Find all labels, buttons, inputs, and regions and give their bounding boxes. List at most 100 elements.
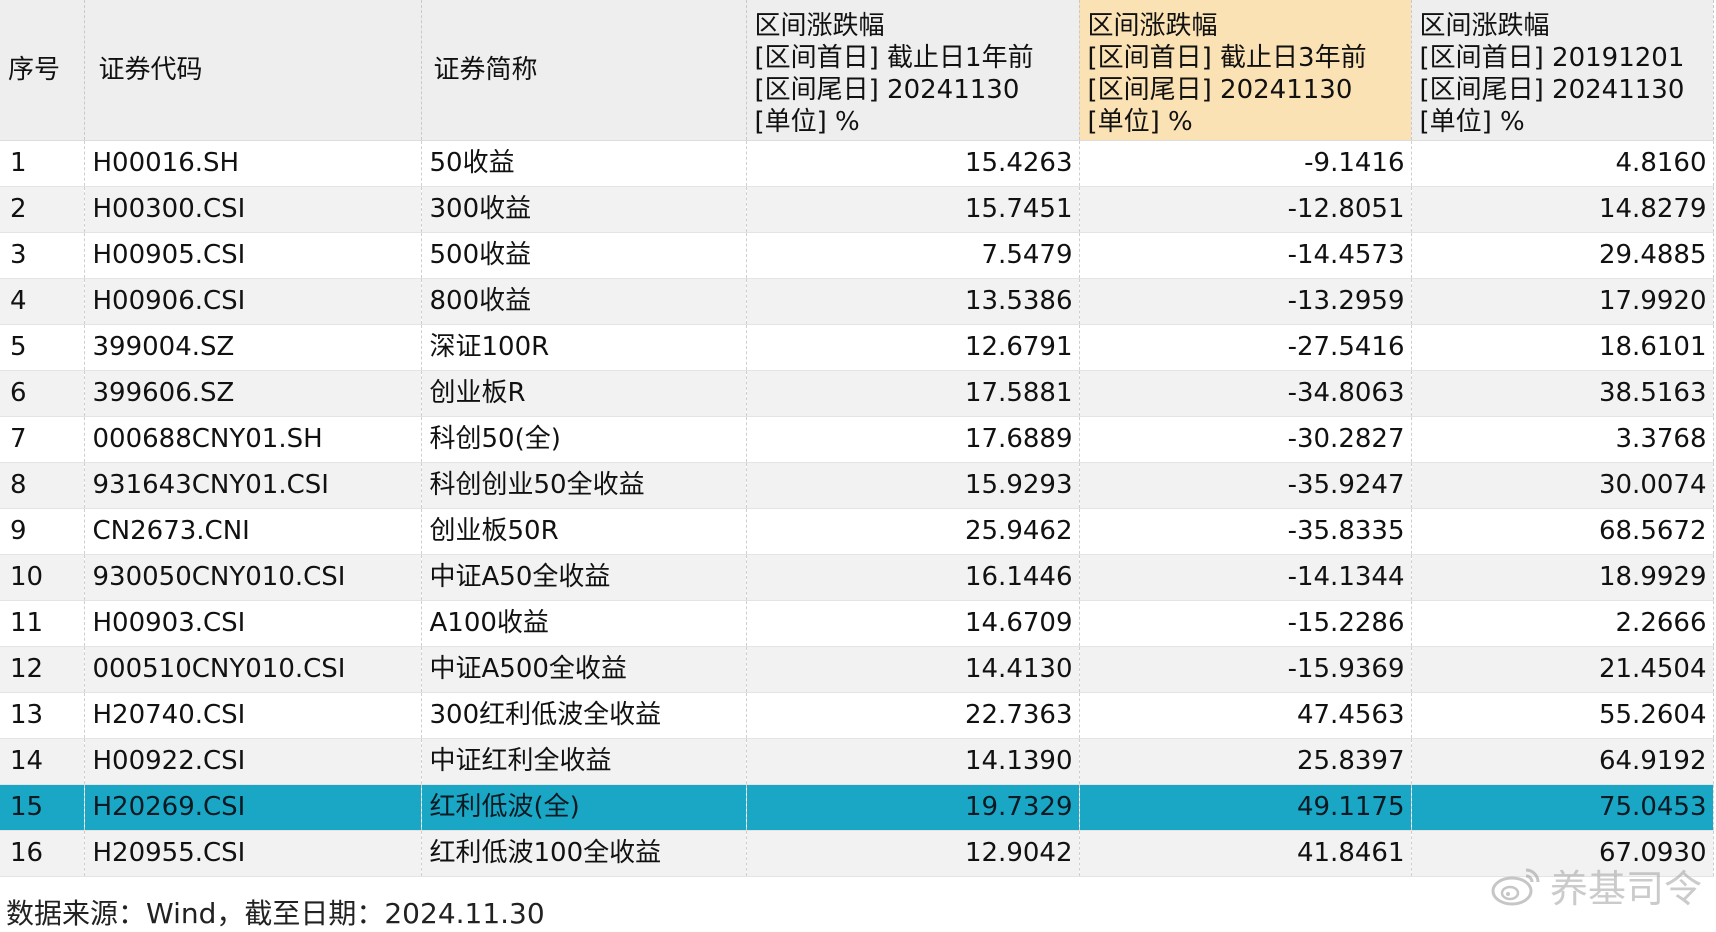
cell-return-3y[interactable]: -35.8335 <box>1079 508 1412 555</box>
table-row[interactable]: 12 000510CNY010.CSI 中证A500全收益 14.4130 -15.93… <box>0 646 1714 693</box>
cell-return-since-2019[interactable]: 18.9929 <box>1411 554 1714 601</box>
cell-return-3y[interactable]: -15.2286 <box>1079 600 1412 647</box>
cell-seq[interactable]: 14 <box>0 738 85 785</box>
table-row[interactable]: 10 930050CNY010.CSI 中证A50全收益 16.1446 -14.134… <box>0 554 1714 601</box>
cell-return-1y[interactable]: 25.9462 <box>746 508 1080 555</box>
cell-return-since-2019[interactable]: 2.2666 <box>1411 600 1714 647</box>
table-row[interactable]: 2 H00300.CSI 300收益 15.7451 -12.8051 14.8279 <box>0 186 1714 233</box>
header-seq[interactable]: 序号 <box>0 0 85 141</box>
cell-return-1y[interactable]: 19.7329 <box>746 784 1080 831</box>
table-row[interactable]: 11 H00903.CSI A100收益 14.6709 -15.2286 2.2666 <box>0 600 1714 647</box>
header-return-1y[interactable]: 区间涨跌幅 [区间首日] 截止日1年前 [区间尾日] 20241130 [单位]… <box>746 0 1080 141</box>
cell-return-3y[interactable]: -15.9369 <box>1079 646 1412 693</box>
table-row[interactable]: 13 H20740.CSI 300红利低波全收益 22.7363 47.4563 55.2… <box>0 692 1714 739</box>
cell-code[interactable]: H00903.CSI <box>84 600 422 647</box>
cell-name[interactable]: 中证A50全收益 <box>421 554 747 601</box>
cell-name[interactable]: 红利低波(全) <box>421 784 747 831</box>
table-row[interactable]: 1 H00016.SH 50收益 15.4263 -9.1416 4.8160 <box>0 140 1714 187</box>
cell-return-1y[interactable]: 15.4263 <box>746 140 1080 187</box>
cell-name[interactable]: 500收益 <box>421 232 747 279</box>
header-return-3y[interactable]: 区间涨跌幅 [区间首日] 截止日3年前 [区间尾日] 20241130 [单位]… <box>1079 0 1412 141</box>
cell-name[interactable]: 科创50(全) <box>421 416 747 463</box>
cell-code[interactable]: H00922.CSI <box>84 738 422 785</box>
cell-name[interactable]: 中证红利全收益 <box>421 738 747 785</box>
cell-return-since-2019[interactable]: 68.5672 <box>1411 508 1714 555</box>
cell-return-3y[interactable]: 49.1175 <box>1079 784 1412 831</box>
cell-seq[interactable]: 7 <box>0 416 85 463</box>
cell-seq[interactable]: 1 <box>0 140 85 187</box>
cell-return-since-2019[interactable]: 64.9192 <box>1411 738 1714 785</box>
cell-return-since-2019[interactable]: 29.4885 <box>1411 232 1714 279</box>
cell-return-1y[interactable]: 12.6791 <box>746 324 1080 371</box>
cell-return-since-2019[interactable]: 3.3768 <box>1411 416 1714 463</box>
cell-code[interactable]: H20955.CSI <box>84 830 422 877</box>
cell-return-since-2019[interactable]: 30.0074 <box>1411 462 1714 509</box>
cell-seq[interactable]: 5 <box>0 324 85 371</box>
cell-return-3y[interactable]: 25.8397 <box>1079 738 1412 785</box>
cell-code[interactable]: 000688CNY01.SH <box>84 416 422 463</box>
cell-code[interactable]: CN2673.CNI <box>84 508 422 555</box>
cell-return-1y[interactable]: 17.6889 <box>746 416 1080 463</box>
cell-return-1y[interactable]: 15.9293 <box>746 462 1080 509</box>
cell-return-since-2019[interactable]: 55.2604 <box>1411 692 1714 739</box>
header-return-since-2019[interactable]: 区间涨跌幅 [区间首日] 20191201 [区间尾日] 20241130 [单… <box>1411 0 1714 141</box>
cell-return-1y[interactable]: 13.5386 <box>746 278 1080 325</box>
cell-return-since-2019[interactable]: 75.0453 <box>1411 784 1714 831</box>
cell-seq[interactable]: 9 <box>0 508 85 555</box>
header-name[interactable]: 证券简称 <box>421 0 747 141</box>
cell-return-1y[interactable]: 16.1446 <box>746 554 1080 601</box>
cell-seq[interactable]: 16 <box>0 830 85 877</box>
table-row[interactable]: 14 H00922.CSI 中证红利全收益 14.1390 25.8397 64.9192 <box>0 738 1714 785</box>
cell-return-1y[interactable]: 14.6709 <box>746 600 1080 647</box>
cell-return-3y[interactable]: -35.9247 <box>1079 462 1412 509</box>
cell-seq[interactable]: 11 <box>0 600 85 647</box>
table-row[interactable]: 7 000688CNY01.SH 科创50(全) 17.6889 -30.2827 3.3… <box>0 416 1714 463</box>
cell-seq[interactable]: 3 <box>0 232 85 279</box>
cell-name[interactable]: 800收益 <box>421 278 747 325</box>
cell-return-3y[interactable]: -30.2827 <box>1079 416 1412 463</box>
cell-seq[interactable]: 10 <box>0 554 85 601</box>
cell-return-since-2019[interactable]: 67.0930 <box>1411 830 1714 877</box>
cell-return-since-2019[interactable]: 18.6101 <box>1411 324 1714 371</box>
cell-return-3y[interactable]: -14.1344 <box>1079 554 1412 601</box>
cell-return-3y[interactable]: 41.8461 <box>1079 830 1412 877</box>
cell-code[interactable]: H00905.CSI <box>84 232 422 279</box>
cell-return-since-2019[interactable]: 21.4504 <box>1411 646 1714 693</box>
cell-seq[interactable]: 8 <box>0 462 85 509</box>
cell-name[interactable]: 300收益 <box>421 186 747 233</box>
cell-name[interactable]: 300红利低波全收益 <box>421 692 747 739</box>
cell-code[interactable]: H00300.CSI <box>84 186 422 233</box>
cell-name[interactable]: 创业板R <box>421 370 747 417</box>
cell-return-since-2019[interactable]: 14.8279 <box>1411 186 1714 233</box>
cell-return-since-2019[interactable]: 17.9920 <box>1411 278 1714 325</box>
cell-name[interactable]: 创业板50R <box>421 508 747 555</box>
cell-seq[interactable]: 6 <box>0 370 85 417</box>
cell-return-1y[interactable]: 12.9042 <box>746 830 1080 877</box>
cell-seq[interactable]: 15 <box>0 784 85 831</box>
cell-code[interactable]: H20740.CSI <box>84 692 422 739</box>
cell-return-since-2019[interactable]: 4.8160 <box>1411 140 1714 187</box>
table-row[interactable]: 3 H00905.CSI 500收益 7.5479 -14.4573 29.4885 <box>0 232 1714 279</box>
cell-return-1y[interactable]: 22.7363 <box>746 692 1080 739</box>
cell-return-1y[interactable]: 14.1390 <box>746 738 1080 785</box>
cell-return-3y[interactable]: 47.4563 <box>1079 692 1412 739</box>
table-row[interactable]: 15 H20269.CSI 红利低波(全) 19.7329 49.1175 75.0453 <box>0 784 1714 831</box>
cell-return-1y[interactable]: 17.5881 <box>746 370 1080 417</box>
cell-return-3y[interactable]: -14.4573 <box>1079 232 1412 279</box>
cell-return-3y[interactable]: -13.2959 <box>1079 278 1412 325</box>
table-row[interactable]: 8 931643CNY01.CSI 科创创业50全收益 15.9293 -35.9247… <box>0 462 1714 509</box>
cell-seq[interactable]: 2 <box>0 186 85 233</box>
cell-code[interactable]: 931643CNY01.CSI <box>84 462 422 509</box>
cell-code[interactable]: 399004.SZ <box>84 324 422 371</box>
table-row[interactable]: 6 399606.SZ 创业板R 17.5881 -34.8063 38.5163 <box>0 370 1714 417</box>
cell-return-3y[interactable]: -12.8051 <box>1079 186 1412 233</box>
cell-code[interactable]: H20269.CSI <box>84 784 422 831</box>
cell-seq[interactable]: 13 <box>0 692 85 739</box>
cell-return-1y[interactable]: 7.5479 <box>746 232 1080 279</box>
cell-return-3y[interactable]: -34.8063 <box>1079 370 1412 417</box>
header-code[interactable]: 证券代码 <box>84 0 422 141</box>
cell-code[interactable]: H00906.CSI <box>84 278 422 325</box>
cell-return-1y[interactable]: 15.7451 <box>746 186 1080 233</box>
cell-seq[interactable]: 4 <box>0 278 85 325</box>
table-row[interactable]: 4 H00906.CSI 800收益 13.5386 -13.2959 17.9920 <box>0 278 1714 325</box>
